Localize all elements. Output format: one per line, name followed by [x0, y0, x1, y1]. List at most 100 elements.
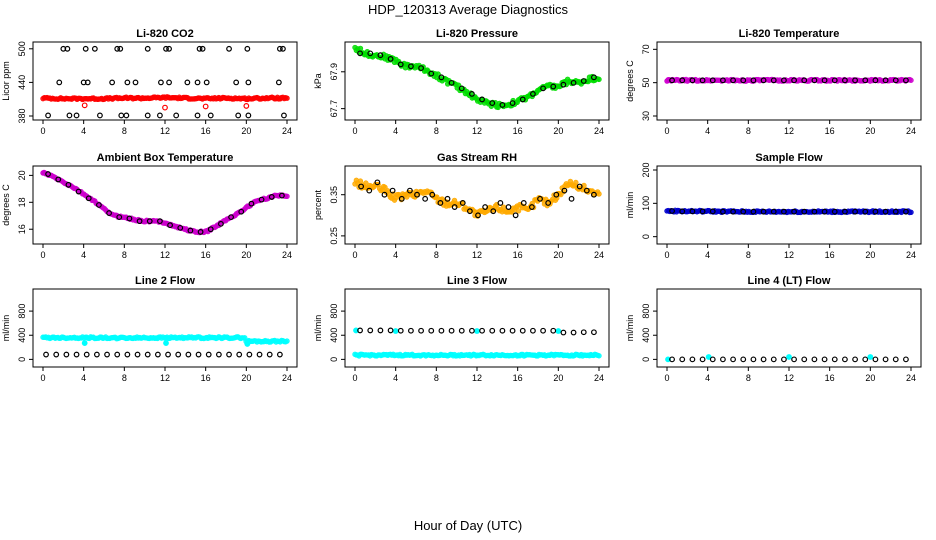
series-point: [689, 77, 696, 84]
series-point: [63, 351, 70, 358]
panel-title: Ambient Box Temperature: [97, 152, 234, 164]
series-point: [228, 214, 234, 221]
x-tick-label: 12: [472, 373, 482, 383]
series-point: [811, 356, 818, 363]
series-group: [40, 45, 290, 119]
series-point: [689, 208, 696, 215]
series-point: [515, 208, 522, 214]
x-tick-label: 12: [160, 126, 170, 136]
series-point: [852, 208, 858, 215]
series-point: [489, 327, 496, 334]
series-point: [175, 351, 182, 358]
series-point: [679, 77, 686, 84]
y-tick-label: 800: [641, 304, 651, 319]
series-point: [73, 351, 80, 358]
series-point: [387, 55, 394, 62]
series-point: [197, 229, 204, 235]
x-tick-label: 8: [122, 250, 127, 260]
x-tick-label: 4: [81, 373, 86, 383]
series-point: [81, 102, 88, 109]
series-point: [284, 95, 290, 101]
series-point: [740, 77, 747, 84]
series-group: [352, 327, 602, 359]
series-point: [64, 45, 71, 52]
series-point: [791, 77, 797, 84]
series-point: [387, 327, 394, 334]
series-point: [56, 79, 63, 86]
series-point: [903, 356, 909, 363]
series-point: [801, 356, 808, 363]
series-point: [770, 356, 777, 363]
x-tick-label: 4: [393, 126, 398, 136]
series-point: [458, 327, 465, 334]
series-point: [144, 45, 151, 52]
x-tick-label: 24: [594, 250, 604, 260]
series-point: [438, 327, 445, 334]
series-point: [560, 329, 567, 336]
series-point: [116, 214, 123, 221]
series-point: [407, 187, 413, 194]
series-point: [560, 81, 567, 88]
series-group: [352, 44, 602, 111]
series-point: [568, 195, 575, 202]
series-point: [162, 104, 168, 111]
y-tick-label: 800: [17, 304, 27, 319]
x-tick-label: 4: [393, 250, 398, 260]
series-point: [482, 204, 489, 210]
y-tick-label: 400: [329, 328, 339, 343]
series-point: [750, 77, 757, 84]
series-point: [233, 79, 240, 86]
series-point: [163, 340, 169, 346]
x-tick-label: 16: [201, 126, 211, 136]
series-point: [357, 45, 364, 52]
series-point: [892, 208, 899, 215]
series-point: [398, 195, 405, 202]
x-tick-label: 0: [352, 126, 357, 136]
series-point: [730, 356, 736, 363]
series-point: [53, 351, 60, 358]
series-point: [720, 77, 726, 84]
panel-sampleflow: Sample Flow ml/min 0 4 8 12 16 20 24 0 100 200: [625, 152, 922, 260]
y-tick-label: 380: [17, 108, 27, 123]
series-point: [428, 70, 435, 77]
series-point: [93, 351, 100, 358]
y-tick-label: 100: [641, 196, 651, 211]
series-point: [173, 112, 180, 119]
series-point: [842, 356, 848, 363]
series-point: [512, 212, 519, 219]
series-point: [821, 208, 828, 215]
series-point: [367, 327, 374, 334]
series-point: [202, 103, 209, 110]
series-point: [236, 351, 243, 358]
series-point: [218, 220, 224, 227]
series-point: [434, 194, 440, 200]
x-tick-label: 16: [513, 250, 523, 260]
series-point: [821, 77, 828, 84]
x-tick-label: 4: [705, 250, 710, 260]
series-point: [132, 79, 139, 86]
series-point: [479, 327, 485, 334]
y-tick-label: 400: [17, 328, 27, 343]
series-point: [444, 195, 451, 202]
y-tick-label: 0: [329, 357, 339, 362]
series-point: [377, 327, 384, 334]
series-point: [831, 356, 838, 363]
x-tick-label: 12: [784, 373, 794, 383]
x-tick-label: 0: [40, 126, 45, 136]
series-point: [903, 208, 909, 215]
panel-boxtemp: Ambient Box Temperature degrees C 0 4 8 12 16 2…: [1, 152, 298, 260]
series-point: [740, 356, 747, 363]
x-tick-label: 24: [282, 250, 292, 260]
series-point: [157, 112, 163, 119]
y-tick-label: 800: [329, 304, 339, 319]
series-point: [117, 45, 124, 52]
series-point: [243, 103, 250, 109]
series-point: [215, 351, 222, 358]
series-point: [892, 77, 899, 84]
x-tick-label: 24: [906, 373, 916, 383]
series-point: [545, 200, 552, 206]
series-point: [530, 90, 536, 97]
y-tick-label: 30: [641, 111, 651, 121]
x-tick-label: 12: [472, 126, 482, 136]
series-point: [114, 351, 121, 358]
